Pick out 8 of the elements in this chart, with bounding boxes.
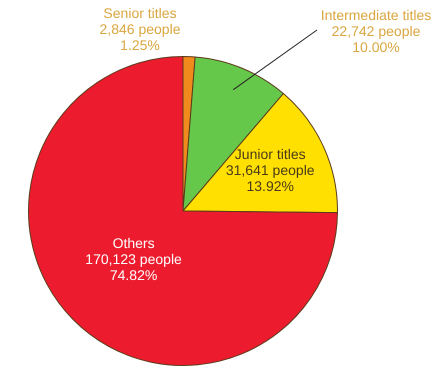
data-label: 170,123 people 74.82% — [85, 250, 182, 283]
slice-label: Others — [112, 234, 155, 251]
data-label: 31,641 people 13.92% — [226, 162, 315, 194]
data-label: 22,742 people 10.00% — [332, 22, 421, 55]
slice-label: Senior titles — [103, 4, 177, 21]
slice-label: Intermediate titles — [320, 6, 432, 23]
slice-label: Junior titles — [234, 146, 306, 162]
data-label: 2,846 people 1.25% — [100, 20, 181, 53]
